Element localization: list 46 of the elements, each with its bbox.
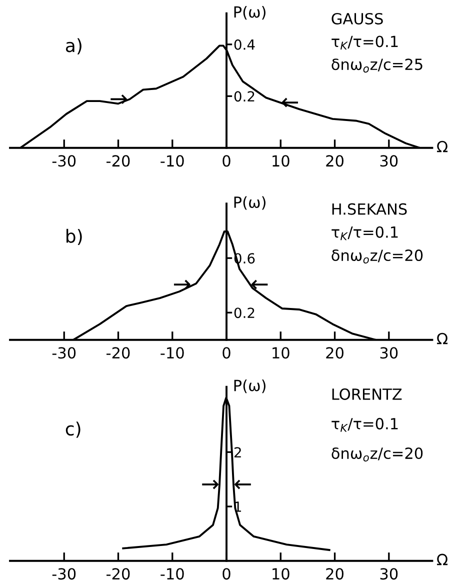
annotation: τ$_{K}$/τ=0.1 <box>332 36 398 50</box>
x-tick-label: -10 <box>160 155 184 167</box>
x-tick-label: 30 <box>380 155 398 167</box>
x-tick-label: -30 <box>52 347 76 359</box>
annotation: ← <box>251 280 268 290</box>
x-tick-label: 10 <box>272 347 290 359</box>
x-axis-title: Ω <box>437 140 448 152</box>
y-tick-label: 2 <box>234 447 241 458</box>
x-tick-label: -10 <box>160 568 184 580</box>
annotation: τ$_{K}$/τ=0.1 <box>332 226 398 240</box>
x-tick-label: 30 <box>380 568 398 580</box>
y-tick-label: 0.4 <box>234 39 255 50</box>
x-tick-label: -10 <box>160 347 184 359</box>
annotation: → <box>202 480 218 490</box>
annotation: δnω$_{o}$z/c=20 <box>332 447 423 462</box>
annotation: τ$_{K}$/τ=0.1 <box>332 418 398 432</box>
x-tick-label: -20 <box>106 155 130 167</box>
x-tick-label: -20 <box>106 347 130 359</box>
annotation: δnω$_{o}$z/c=20 <box>332 249 423 264</box>
x-tick-label: 20 <box>326 347 344 359</box>
x-tick-label: 30 <box>380 347 398 359</box>
x-axis-title: Ω <box>437 554 448 566</box>
annotation: δnω$_{o}$z/c=25 <box>332 58 422 73</box>
x-tick-label: 20 <box>326 155 344 167</box>
x-tick-label: -30 <box>52 155 76 167</box>
text: a) <box>66 38 82 54</box>
y-axis-title: P(ω) <box>234 6 266 20</box>
annotation: LORENTZ <box>332 388 402 400</box>
x-axis-title: Ω <box>437 332 448 344</box>
x-tick-label: 0 <box>222 155 230 167</box>
text: b) <box>66 228 82 246</box>
text: c) <box>66 422 80 438</box>
y-axis-title: P(ω) <box>234 379 266 394</box>
x-tick-label: 20 <box>326 568 344 580</box>
x-tick-label: 10 <box>272 155 290 167</box>
x-tick-label: 0 <box>222 568 230 580</box>
annotation: ← <box>234 480 251 490</box>
annotation: H.SEKANS <box>332 203 407 215</box>
x-tick-label: 0 <box>222 347 230 359</box>
y-tick-label: 0.2 <box>234 91 254 102</box>
annotation: GAUSS <box>332 12 383 24</box>
x-tick-label: -30 <box>52 568 76 580</box>
y-tick-label: 0.2 <box>234 308 254 318</box>
y-axis-title: P(ω) <box>234 196 266 210</box>
x-tick-label: 10 <box>272 568 290 580</box>
x-tick-label: -20 <box>106 568 130 580</box>
